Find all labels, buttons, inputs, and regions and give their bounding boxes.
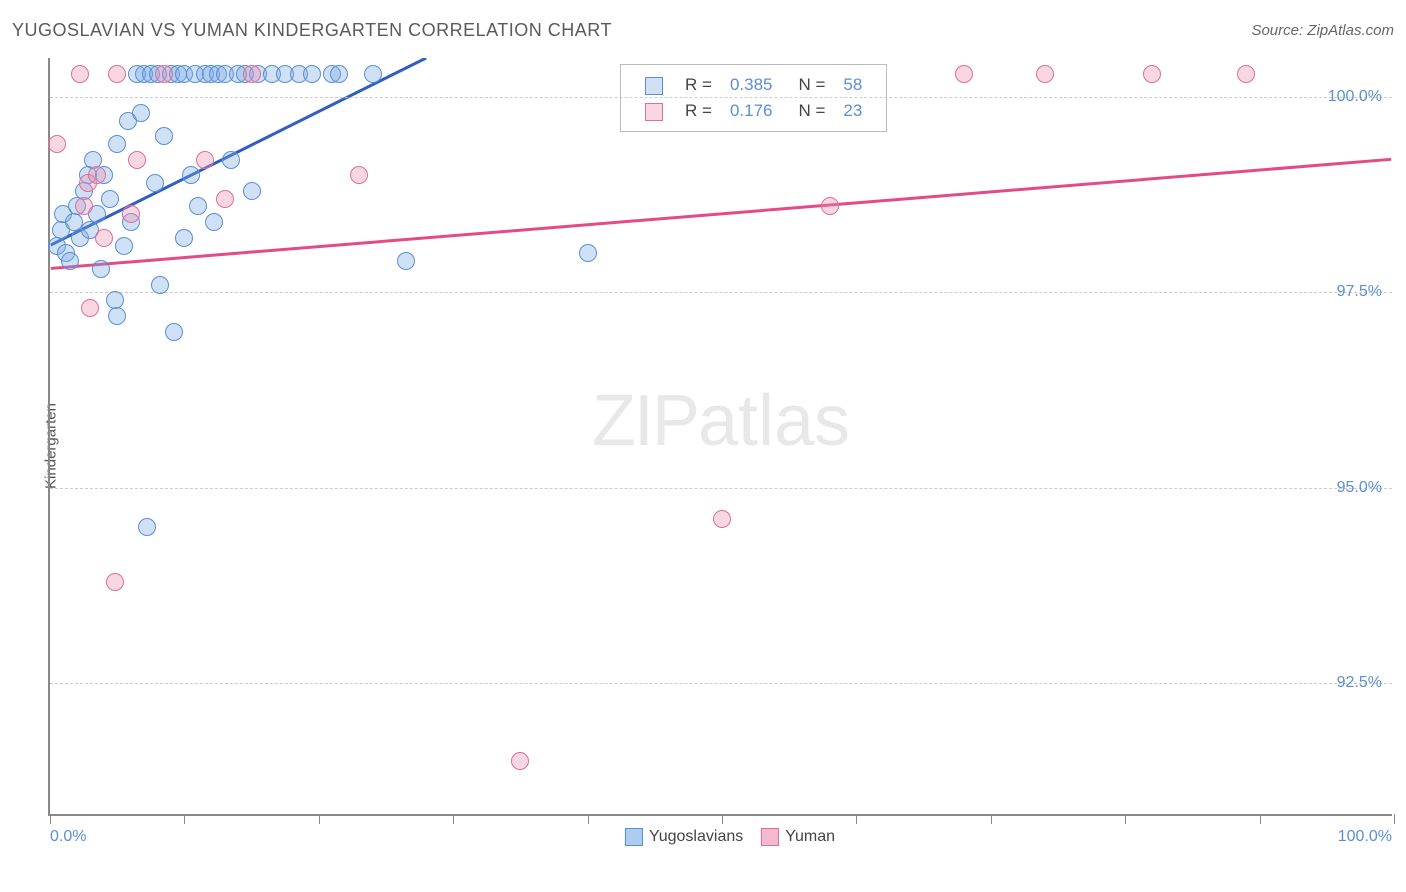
- gridline: [50, 292, 1392, 293]
- data-point: [175, 229, 193, 247]
- gridline: [50, 97, 1392, 98]
- data-point: [61, 252, 79, 270]
- y-tick-label: 97.5%: [1337, 283, 1382, 301]
- data-point: [303, 65, 321, 83]
- data-point: [955, 65, 973, 83]
- data-point: [243, 182, 261, 200]
- trend-lines: [50, 58, 1392, 814]
- data-point: [205, 213, 223, 231]
- x-tick: [1394, 814, 1395, 824]
- series-legend: Yugoslavians Yuman: [607, 828, 835, 846]
- legend-row: R =0.385N =58: [637, 73, 870, 97]
- data-point: [88, 166, 106, 184]
- data-point: [713, 510, 731, 528]
- data-point: [165, 323, 183, 341]
- data-point: [132, 104, 150, 122]
- data-point: [75, 197, 93, 215]
- x-tick: [319, 814, 320, 824]
- x-tick: [856, 814, 857, 824]
- data-point: [106, 291, 124, 309]
- x-tick: [991, 814, 992, 824]
- data-point: [95, 229, 113, 247]
- chart-title: YUGOSLAVIAN VS YUMAN KINDERGARTEN CORREL…: [12, 20, 612, 40]
- watermark: ZIPatlas: [592, 380, 850, 462]
- data-point: [108, 135, 126, 153]
- data-point: [106, 573, 124, 591]
- data-point: [115, 237, 133, 255]
- data-point: [1237, 65, 1255, 83]
- data-point: [92, 260, 110, 278]
- data-point: [364, 65, 382, 83]
- x-tick: [588, 814, 589, 824]
- x-tick: [50, 814, 51, 824]
- data-point: [155, 127, 173, 145]
- legend-swatch: [761, 828, 779, 846]
- legend-row: R =0.176N =23: [637, 99, 870, 123]
- x-tick: [1260, 814, 1261, 824]
- x-tick: [453, 814, 454, 824]
- data-point: [511, 752, 529, 770]
- data-point: [122, 205, 140, 223]
- x-tick: [1125, 814, 1126, 824]
- y-tick-label: 100.0%: [1328, 88, 1382, 106]
- data-point: [48, 135, 66, 153]
- data-point: [330, 65, 348, 83]
- data-point: [138, 518, 156, 536]
- y-tick-label: 95.0%: [1337, 479, 1382, 497]
- data-point: [128, 151, 146, 169]
- data-point: [81, 299, 99, 317]
- data-point: [155, 65, 173, 83]
- data-point: [189, 197, 207, 215]
- data-point: [196, 151, 214, 169]
- data-point: [108, 307, 126, 325]
- data-point: [350, 166, 368, 184]
- x-axis-min: 0.0%: [50, 828, 86, 846]
- data-point: [579, 244, 597, 262]
- data-point: [151, 276, 169, 294]
- x-tick: [184, 814, 185, 824]
- data-point: [821, 197, 839, 215]
- legend-swatch: [625, 828, 643, 846]
- data-point: [397, 252, 415, 270]
- data-point: [146, 174, 164, 192]
- data-point: [101, 190, 119, 208]
- x-tick: [722, 814, 723, 824]
- y-tick-label: 92.5%: [1337, 674, 1382, 692]
- gridline: [50, 683, 1392, 684]
- x-axis-max: 100.0%: [1338, 828, 1392, 846]
- data-point: [182, 166, 200, 184]
- data-point: [216, 190, 234, 208]
- data-point: [222, 151, 240, 169]
- data-point: [1143, 65, 1161, 83]
- gridline: [50, 488, 1392, 489]
- legend-label: Yugoslavians: [649, 828, 743, 845]
- data-point: [108, 65, 126, 83]
- source-label: Source: ZipAtlas.com: [1251, 22, 1394, 39]
- data-point: [71, 65, 89, 83]
- legend-label: Yuman: [785, 828, 835, 845]
- data-point: [243, 65, 261, 83]
- scatter-plot: ZIPatlas R =0.385N =58R =0.176N =23 Yugo…: [48, 58, 1392, 816]
- data-point: [1036, 65, 1054, 83]
